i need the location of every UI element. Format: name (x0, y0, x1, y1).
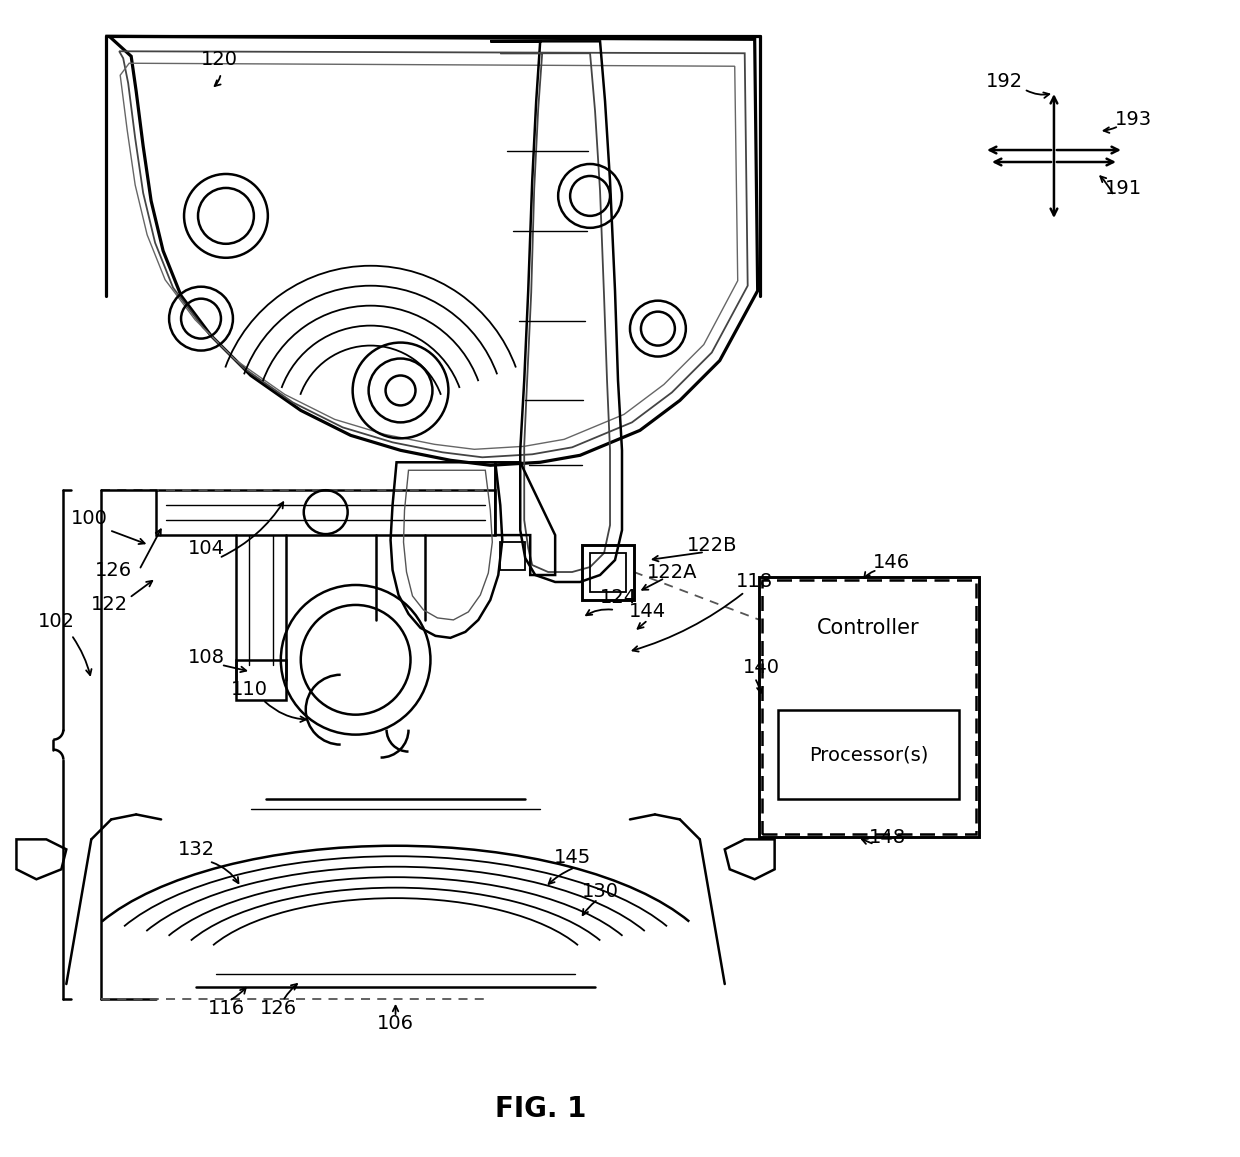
Text: 122A: 122A (646, 562, 697, 582)
Bar (759, 577, 980, 838)
Text: 102: 102 (38, 612, 74, 632)
Bar (761, 580, 976, 834)
Text: 146: 146 (873, 553, 910, 572)
Text: 104: 104 (187, 538, 224, 558)
Text: 126: 126 (94, 560, 131, 580)
Text: 108: 108 (187, 648, 224, 668)
Text: 116: 116 (207, 1000, 244, 1018)
Text: 106: 106 (377, 1015, 414, 1033)
Text: 120: 120 (201, 50, 238, 68)
Text: 144: 144 (630, 603, 666, 621)
Text: 100: 100 (71, 509, 108, 528)
Text: 193: 193 (1115, 110, 1152, 128)
Text: 132: 132 (177, 840, 215, 858)
Text: 140: 140 (743, 658, 780, 677)
Text: 122: 122 (91, 596, 128, 614)
Text: 110: 110 (231, 680, 268, 699)
Text: FIG. 1: FIG. 1 (495, 1095, 585, 1122)
Text: 130: 130 (582, 882, 619, 901)
Text: Controller: Controller (817, 618, 920, 638)
Text: Processor(s): Processor(s) (808, 745, 928, 764)
Text: 118: 118 (737, 573, 774, 591)
Bar (777, 709, 960, 799)
Text: 124: 124 (599, 589, 636, 607)
Text: 126: 126 (260, 1000, 298, 1018)
Text: 148: 148 (869, 828, 906, 847)
Text: 145: 145 (553, 848, 590, 867)
Text: 191: 191 (1105, 179, 1142, 199)
Text: 192: 192 (986, 72, 1023, 90)
Text: 122B: 122B (687, 536, 737, 554)
